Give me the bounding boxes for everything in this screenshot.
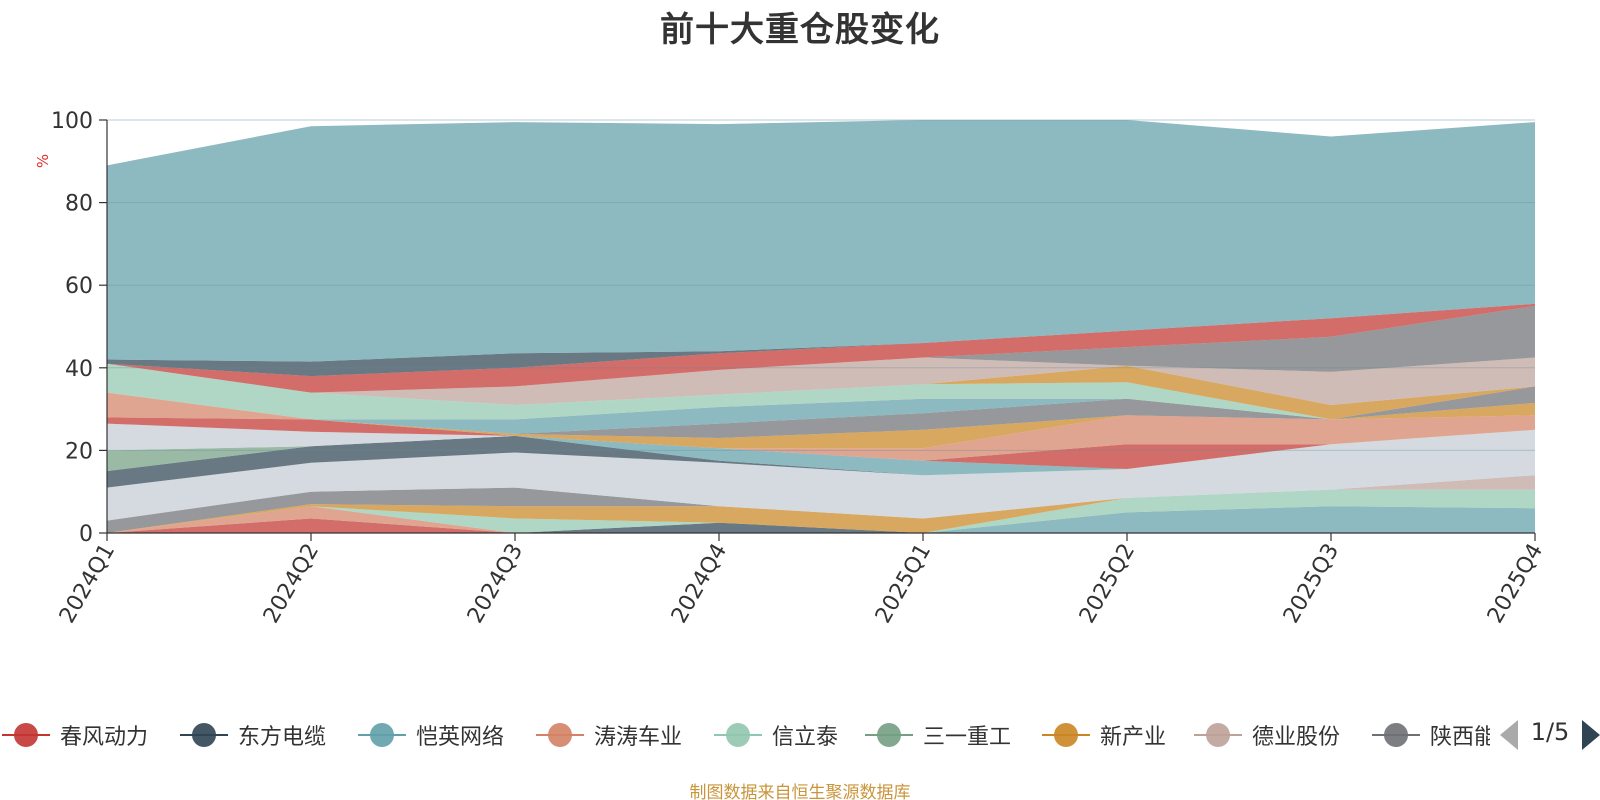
area-series-20[interactable] <box>107 363 1535 420</box>
y-tick-label: 60 <box>65 274 93 299</box>
legend-item[interactable]: 陕西能源 <box>1370 716 1490 754</box>
x-tick-label: 2025Q4 <box>1483 540 1548 628</box>
area-series-9[interactable] <box>107 475 1535 533</box>
legend-page-indicator: 1/5 <box>1530 718 1570 746</box>
area-series-26[interactable] <box>107 120 1535 362</box>
legend-marker-icon <box>863 716 915 754</box>
legend-marker-icon <box>178 716 230 754</box>
x-tick-label: 2024Q3 <box>463 540 528 628</box>
x-tick-label: 2025Q2 <box>1075 540 1140 628</box>
legend-item[interactable]: 德业股份 <box>1192 716 1340 754</box>
area-series-16[interactable] <box>107 392 1535 461</box>
x-tick-label: 2024Q2 <box>259 540 324 628</box>
legend-marker-icon <box>1040 716 1092 754</box>
legend-label: 新产业 <box>1100 725 1167 750</box>
area-series-23[interactable] <box>107 305 1535 393</box>
area-series-11[interactable] <box>107 429 1535 488</box>
legend-prev-page-icon[interactable] <box>1500 720 1518 750</box>
y-tick-label: 100 <box>51 109 93 134</box>
area-series-24[interactable] <box>107 303 1535 393</box>
legend-marker-icon <box>356 716 408 754</box>
legend-marker-icon <box>534 716 586 754</box>
area-series-10[interactable] <box>107 429 1535 521</box>
area-series-22[interactable] <box>107 357 1535 406</box>
chart-title: 前十大重仓股变化 <box>660 10 940 50</box>
legend-marker-icon <box>1192 716 1244 754</box>
legend-marker-icon <box>712 716 764 754</box>
legend-item[interactable]: 三一重工 <box>863 716 1011 754</box>
legend-item[interactable]: 恺英网络 <box>356 716 504 754</box>
x-tick-label: 2024Q4 <box>667 540 732 628</box>
legend-label: 三一重工 <box>923 725 1012 750</box>
legend-item[interactable]: 涛涛车业 <box>534 716 682 754</box>
area-series-21[interactable] <box>107 363 1535 420</box>
legend-item[interactable]: 春风动力 <box>0 716 148 754</box>
area-series-19[interactable] <box>107 386 1535 434</box>
legend-item[interactable]: 新产业 <box>1040 716 1166 754</box>
legend-next-page-icon[interactable] <box>1582 720 1600 750</box>
x-tick-label: 2025Q3 <box>1279 540 1344 628</box>
legend-label: 恺英网络 <box>416 725 505 750</box>
area-series-14[interactable] <box>107 423 1535 476</box>
area-series-7[interactable] <box>107 489 1535 533</box>
legend-label: 陕西能源 <box>1430 725 1490 750</box>
legend-label: 东方电缆 <box>238 725 327 750</box>
legend-marker-icon <box>0 716 52 754</box>
legend-item[interactable]: 东方电缆 <box>178 716 326 754</box>
x-tick-label: 2025Q1 <box>871 540 936 628</box>
legend-label: 信立泰 <box>772 725 839 750</box>
area-series-25[interactable] <box>107 303 1535 377</box>
x-tick-label: 2024Q1 <box>55 540 120 628</box>
area-series-4[interactable] <box>107 506 1535 533</box>
area-series-3[interactable] <box>107 506 1535 533</box>
legend-marker-icon <box>1370 716 1422 754</box>
legend-label: 涛涛车业 <box>594 725 683 750</box>
area-series-5[interactable] <box>107 489 1535 533</box>
area-series-17[interactable] <box>107 392 1535 449</box>
area-series-18[interactable] <box>107 386 1535 438</box>
data-source-note: 制图数据来自恒生聚源数据库 <box>689 783 911 800</box>
area-series-15[interactable] <box>107 417 1535 469</box>
y-axis-unit-label: % <box>34 154 52 168</box>
legend: 春风动力 东方电缆 恺英网络 涛涛车业 信立泰 三一重工 新产业 德业股份 陕西能源 <box>0 716 1490 754</box>
legend-pager: 1/5 <box>1496 716 1600 754</box>
area-series-2[interactable] <box>107 518 1535 534</box>
area-series-13[interactable] <box>107 423 1535 476</box>
legend-label: 德业股份 <box>1252 725 1341 750</box>
y-tick-label: 0 <box>79 522 93 547</box>
y-tick-label: 80 <box>65 192 93 217</box>
y-tick-label: 20 <box>65 439 93 464</box>
y-tick-label: 40 <box>65 357 93 382</box>
legend-item[interactable]: 信立泰 <box>712 716 838 754</box>
legend-label: 春风动力 <box>60 725 149 750</box>
